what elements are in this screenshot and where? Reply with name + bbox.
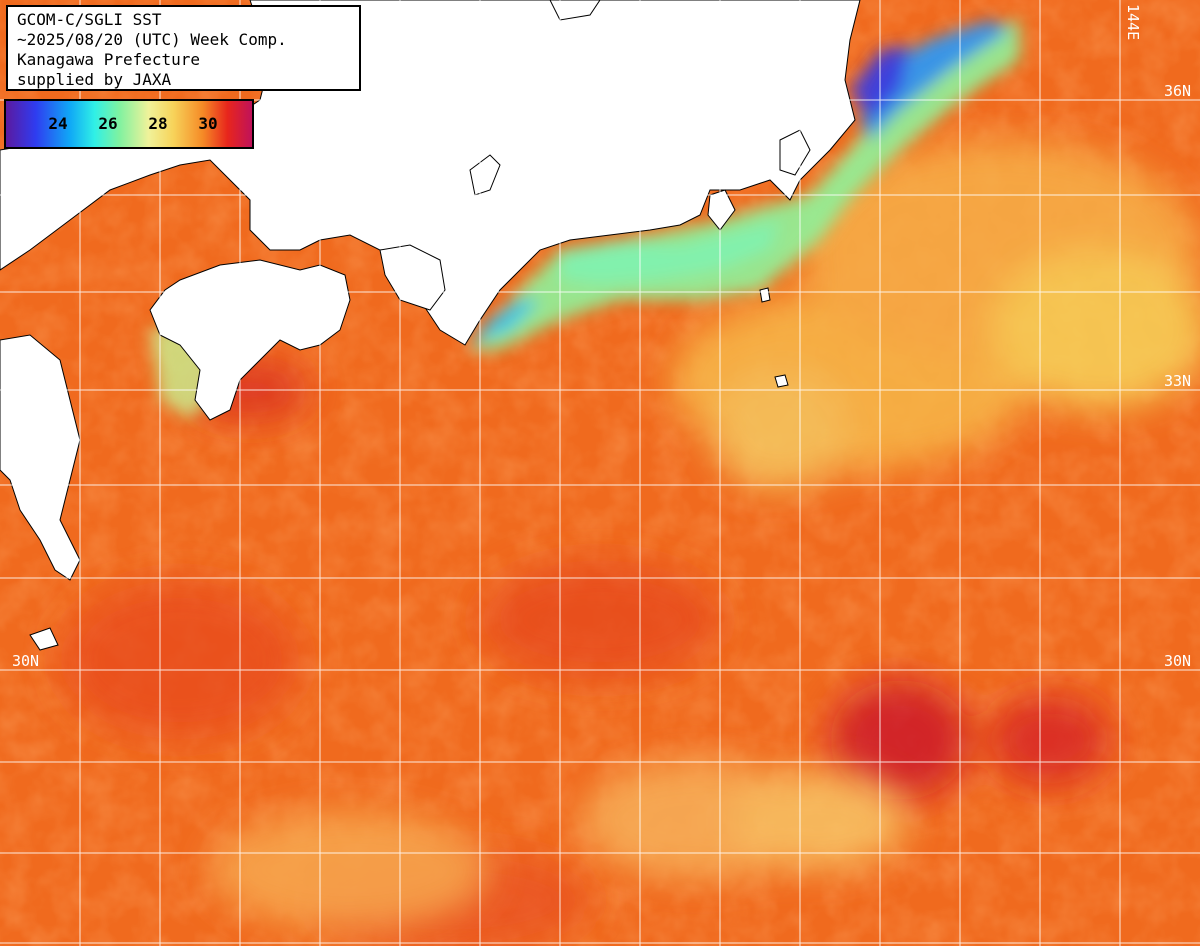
lat-label-33-left: 33	[12, 372, 31, 390]
lat-label-33-right: 33N	[1164, 372, 1192, 390]
land-islet-1	[29, 627, 59, 651]
land-islet-3	[759, 287, 771, 303]
lat-label-30-right: 30N	[1164, 652, 1192, 670]
colorbar-label-26: 26	[98, 114, 118, 133]
lat-label-36-right: 36N	[1164, 82, 1192, 100]
land-boso	[779, 129, 811, 176]
land-islet-2	[774, 374, 789, 388]
title-credit: supplied by JAXA	[17, 70, 172, 89]
land-awaji	[469, 154, 501, 196]
lon-label-144: 144E	[1124, 4, 1142, 41]
sst-colorbar: 24 26 28 30	[4, 99, 254, 149]
land-top-right	[549, 0, 601, 21]
land-kii	[379, 244, 446, 311]
lon-label-134: 134E	[482, 4, 500, 41]
colorbar-label-28: 28	[148, 114, 168, 133]
land-izu	[707, 189, 736, 231]
land-shikoku	[149, 259, 351, 421]
land	[0, 0, 861, 651]
colorbar-label-24: 24	[48, 114, 68, 133]
lat-label-30-left: 30N	[12, 652, 40, 670]
title-region: Kanagawa Prefecture	[17, 50, 201, 69]
map-title-box: GCOM-C/SGLI SST ~2025/08/20 (UTC) Week C…	[6, 5, 361, 91]
title-sensor: GCOM-C/SGLI SST	[17, 10, 162, 29]
colorbar-label-30: 30	[198, 114, 218, 133]
title-date: ~2025/08/20 (UTC) Week Comp.	[17, 30, 287, 49]
